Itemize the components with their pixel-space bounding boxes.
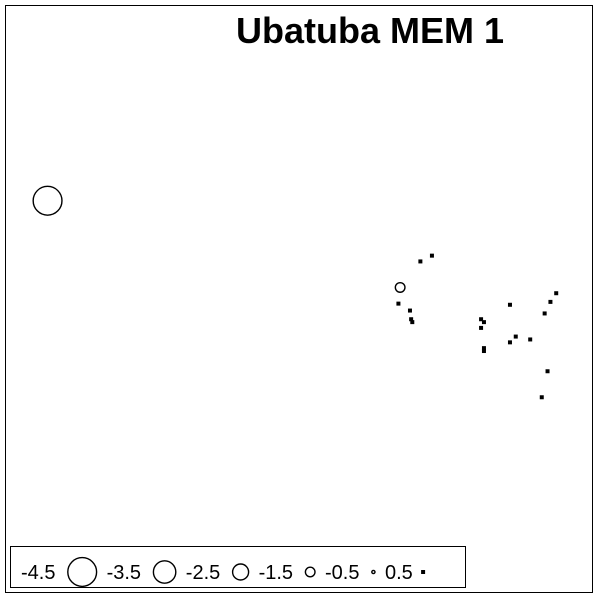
data-point-3 — [429, 253, 434, 258]
legend-symbol-2 — [231, 563, 250, 581]
data-point-15 — [513, 334, 518, 339]
legend-symbol-4 — [371, 569, 376, 575]
legend-label-2: -2.5 — [186, 562, 220, 584]
data-point-21 — [539, 395, 544, 400]
data-point-7 — [410, 320, 415, 325]
data-point-6 — [409, 317, 414, 322]
legend-label-4: -0.5 — [325, 562, 359, 584]
data-point-16 — [528, 337, 533, 342]
legend-symbol-0 — [67, 556, 98, 588]
data-point-17 — [554, 291, 559, 296]
legend-label-0: -4.5 — [21, 562, 55, 584]
plot-frame — [5, 5, 593, 593]
legend-graphic: -4.5 -3.5 -2.5 -1.5 -0.5 0.5 — [21, 556, 426, 588]
legend-symbol-3 — [304, 566, 316, 578]
data-point-2 — [418, 259, 423, 264]
data-point-8 — [479, 317, 484, 322]
data-point-13 — [507, 302, 512, 307]
data-point-20 — [545, 369, 550, 374]
chart-title: Ubatuba MEM 1 — [235, 10, 504, 51]
data-point-5 — [407, 308, 412, 313]
legend-label-3: -1.5 — [259, 562, 293, 584]
data-point-1 — [394, 281, 406, 293]
legend-label-5: 0.5 — [385, 562, 413, 584]
legend: -4.5 -3.5 -2.5 -1.5 -0.5 0.5 — [10, 546, 466, 588]
data-point-10 — [479, 325, 484, 330]
data-point-11 — [481, 346, 486, 351]
legend-symbol-1 — [152, 560, 177, 584]
data-point-12 — [481, 349, 486, 354]
data-point-4 — [396, 301, 401, 306]
data-point-0 — [32, 185, 63, 216]
data-point-9 — [481, 320, 486, 325]
legend-symbol-5 — [421, 570, 426, 574]
data-point-14 — [507, 340, 512, 345]
data-point-19 — [542, 311, 547, 316]
data-point-18 — [548, 299, 553, 304]
legend-label-1: -3.5 — [107, 562, 141, 584]
